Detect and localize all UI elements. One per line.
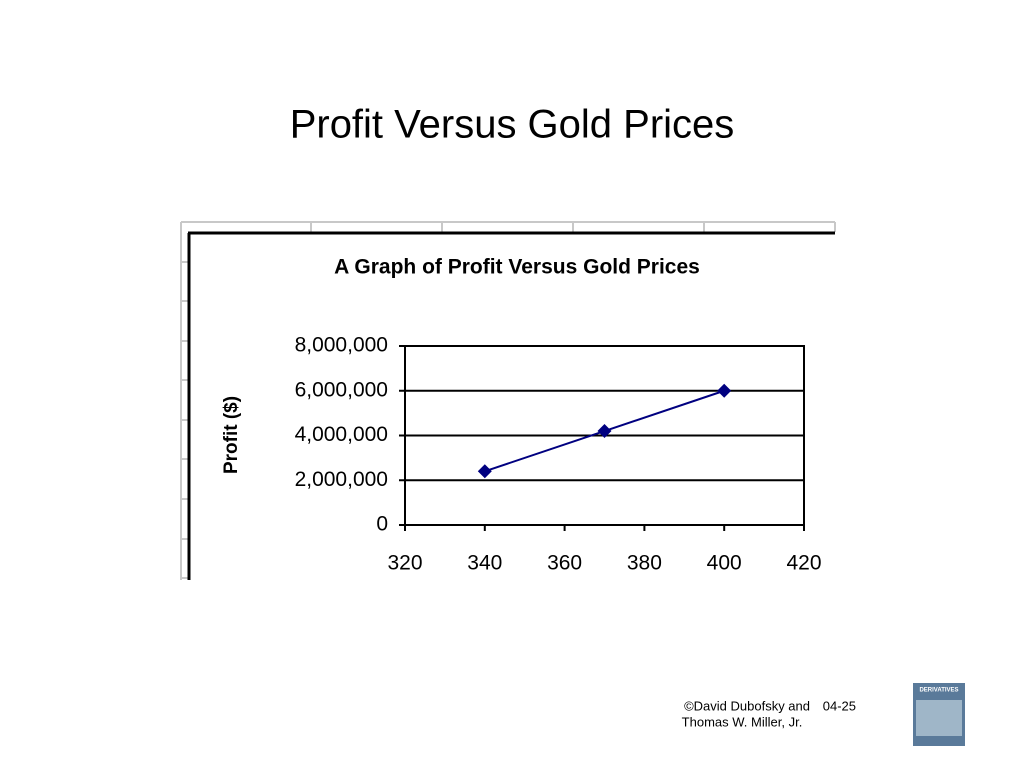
book-title: DERIVATIVES — [919, 688, 958, 694]
data-point — [597, 424, 612, 439]
y-tick-label: 6,000,000 — [295, 378, 388, 401]
plot: 0 2,000,000 4,000,000 6,000,000 8,000,000 320… — [295, 334, 822, 575]
page-number: 04-25 — [823, 698, 856, 713]
chart-frame — [187, 231, 835, 580]
x-tick-label: 380 — [627, 552, 662, 575]
x-tick-label: 320 — [387, 552, 422, 575]
credit: ©David Dubofsky and — [684, 698, 810, 713]
sheet-grid — [180, 221, 836, 580]
x-tick-label: 420 — [786, 552, 821, 575]
data-point — [477, 464, 492, 479]
y-tick-label: 8,000,000 — [295, 334, 388, 357]
data-point — [717, 383, 732, 398]
x-tick-label: 360 — [547, 552, 582, 575]
y-axis-label: Profit ($) — [221, 396, 242, 474]
credit: Thomas W. Miller, Jr. — [682, 714, 803, 729]
chart-title: A Graph of Profit Versus Gold Prices — [334, 256, 700, 279]
y-tick-label: 0 — [376, 513, 388, 536]
y-tick-label: 4,000,000 — [295, 423, 388, 446]
x-tick-label: 340 — [467, 552, 502, 575]
plot-border — [404, 345, 805, 526]
y-tick-label: 2,000,000 — [295, 468, 388, 491]
x-tick-label: 400 — [707, 552, 742, 575]
book-art — [916, 700, 962, 736]
slide-title: Profit Versus Gold Prices — [290, 103, 735, 147]
